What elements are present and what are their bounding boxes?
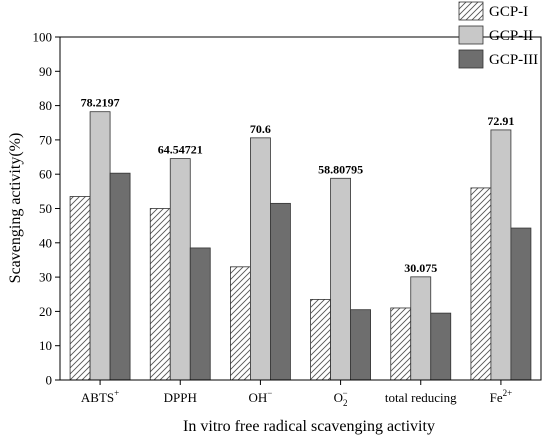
y-tick-label: 40	[39, 235, 52, 250]
y-tick-label: 10	[39, 338, 52, 353]
y-tick-label: 80	[39, 98, 52, 113]
bar-gcp-iii-3	[350, 309, 371, 381]
y-tick-label: 60	[39, 167, 52, 182]
x-tick-label: ABTS+	[81, 388, 119, 405]
bar-gcp-iii-2	[270, 202, 291, 381]
x-axis-title: In vitro free radical scavenging activit…	[183, 418, 435, 435]
axes: 0 10 20 30 40 50 60 70 80 90 100 ABTS+ DPPH OH− O2− tot…	[33, 30, 542, 408]
bar-gcp-i-3	[310, 298, 331, 381]
y-tick-label: 90	[39, 64, 52, 79]
x-tick-label: Fe2+	[490, 388, 513, 405]
data-label: 64.54721	[158, 143, 203, 157]
y-axis-title: Scavenging activity(%)	[7, 133, 24, 284]
bar-gcp-ii-3	[330, 177, 351, 381]
bar-gcp-i-4	[390, 307, 412, 381]
data-label: 30.075	[404, 261, 437, 275]
legend: GCP-I GCP-II GCP-III	[458, 1, 538, 69]
y-tick-label: 20	[39, 304, 52, 319]
bar-gcp-ii-4	[410, 276, 432, 381]
data-label: 58.80795	[318, 162, 363, 176]
bar-gcp-ii-2	[250, 137, 271, 381]
x-tick-label: total reducing	[385, 390, 457, 405]
y-tick-label: 30	[39, 270, 52, 285]
legend-label: GCP-III	[489, 52, 538, 68]
bar-gcp-i-5	[470, 187, 492, 381]
bar-gcp-iii-0	[109, 172, 131, 381]
y-tick-label: 100	[33, 30, 53, 45]
bar-gcp-iii-4	[430, 312, 452, 381]
bar-gcp-i-1	[149, 208, 171, 381]
x-tick-label: DPPH	[164, 390, 197, 405]
y-tick-label: 0	[46, 373, 53, 388]
plot-frame	[59, 36, 542, 381]
legend-swatch-gcp-iii	[458, 49, 484, 69]
data-label: 78.2197	[81, 96, 120, 110]
legend-label: GCP-I	[489, 4, 528, 20]
bar-gcp-ii-5	[490, 129, 512, 381]
y-tick-label: 70	[39, 132, 52, 147]
bar-gcp-iii-5	[510, 227, 532, 381]
plot-area: 78.2197 64.54721 70.6 58.80795 30.075 72.91	[69, 96, 532, 381]
y-tick-label: 50	[39, 201, 52, 216]
bar-gcp-i-0	[69, 196, 91, 381]
bar-gcp-ii-0	[89, 111, 111, 381]
legend-swatch-gcp-i	[458, 1, 484, 21]
bar-gcp-i-2	[230, 266, 251, 381]
bar-gcp-iii-1	[189, 247, 211, 381]
data-label: 72.91	[487, 114, 514, 128]
data-label: 70.6	[250, 122, 271, 136]
x-tick-label: OH−	[248, 388, 272, 405]
legend-swatch-gcp-ii	[458, 25, 484, 45]
bar-gcp-ii-1	[169, 158, 191, 381]
legend-label: GCP-II	[489, 28, 533, 44]
x-tick-label: O2−	[334, 388, 348, 408]
